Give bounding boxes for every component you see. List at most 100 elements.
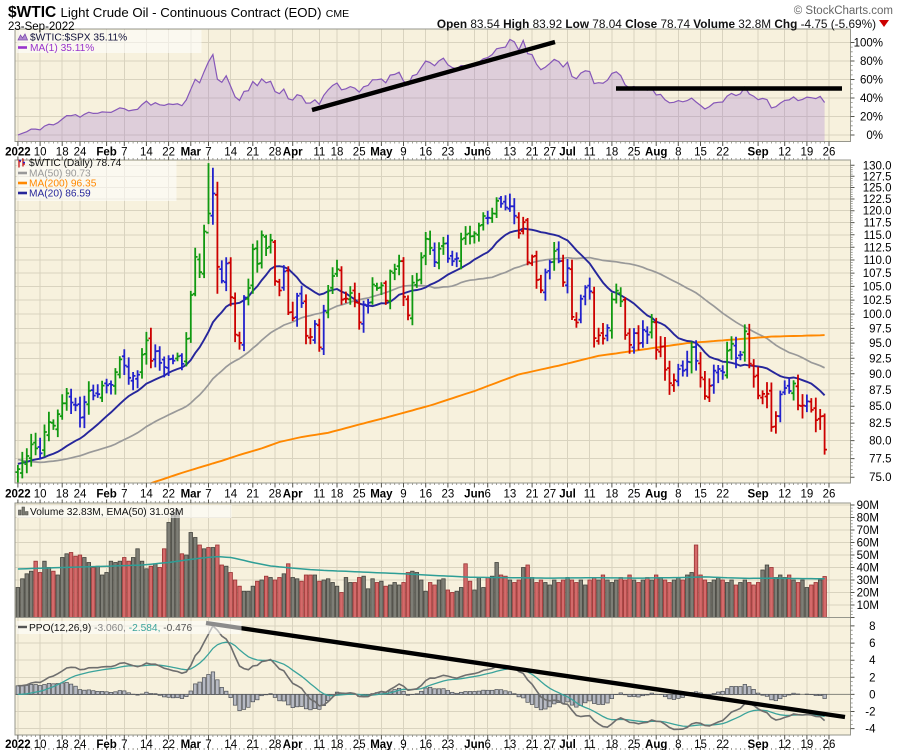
- svg-text:10: 10: [34, 489, 47, 501]
- svg-text:21: 21: [246, 147, 259, 159]
- svg-text:80M: 80M: [857, 513, 879, 525]
- svg-text:75.0: 75.0: [869, 472, 891, 484]
- svg-text:25: 25: [628, 489, 641, 501]
- svg-text:-4: -4: [865, 724, 876, 736]
- svg-text:102.5: 102.5: [863, 295, 892, 307]
- svg-text:115.0: 115.0: [864, 230, 892, 242]
- svg-text:20M: 20M: [857, 588, 879, 600]
- svg-text:7: 7: [121, 147, 127, 159]
- svg-text:77.5: 77.5: [869, 454, 891, 466]
- svg-text:May: May: [370, 739, 393, 750]
- svg-text:110.0: 110.0: [864, 255, 892, 267]
- svg-text:8: 8: [675, 147, 681, 159]
- svg-text:7: 7: [205, 739, 211, 750]
- svg-text:11: 11: [313, 489, 325, 501]
- svg-text:2022: 2022: [5, 147, 31, 159]
- svg-text:117.5: 117.5: [864, 218, 892, 230]
- svg-text:0: 0: [869, 689, 875, 701]
- svg-text:MA(20) 86.59: MA(20) 86.59: [29, 189, 91, 200]
- svg-text:14: 14: [140, 489, 153, 501]
- svg-text:107.5: 107.5: [863, 268, 892, 280]
- svg-text:24: 24: [74, 739, 87, 750]
- svg-text:25: 25: [353, 739, 366, 750]
- svg-text:© StockCharts.com: © StockCharts.com: [794, 5, 893, 17]
- svg-text:Feb: Feb: [96, 739, 116, 750]
- svg-text:14: 14: [140, 147, 153, 159]
- svg-text:60M: 60M: [857, 538, 879, 550]
- svg-text:MA(1) 35.11%: MA(1) 35.11%: [30, 43, 94, 54]
- svg-text:Feb: Feb: [96, 489, 116, 501]
- svg-text:97.5: 97.5: [869, 323, 891, 335]
- svg-text:11: 11: [584, 147, 596, 159]
- svg-text:MA(200) 96.35: MA(200) 96.35: [29, 179, 97, 190]
- svg-text:85.0: 85.0: [869, 401, 891, 413]
- svg-text:16: 16: [419, 489, 432, 501]
- svg-text:25: 25: [353, 147, 366, 159]
- svg-text:21: 21: [246, 739, 259, 750]
- svg-text:80.0: 80.0: [869, 436, 891, 448]
- svg-text:22: 22: [162, 147, 175, 159]
- svg-text:105.0: 105.0: [863, 281, 892, 293]
- svg-text:12: 12: [778, 739, 791, 750]
- svg-text:22: 22: [716, 489, 729, 501]
- svg-text:4: 4: [869, 655, 876, 667]
- svg-text:18: 18: [331, 147, 344, 159]
- svg-text:Open 83.54 High 83.92 Low 78.0: Open 83.54 High 83.92 Low 78.04 Close 78…: [437, 17, 876, 31]
- svg-text:2022: 2022: [5, 489, 31, 501]
- svg-text:27: 27: [543, 147, 556, 159]
- svg-text:2022: 2022: [5, 739, 31, 750]
- svg-text:7: 7: [205, 147, 211, 159]
- svg-text:11: 11: [584, 739, 596, 750]
- svg-text:13: 13: [504, 739, 517, 750]
- svg-text:90M: 90M: [857, 500, 879, 512]
- svg-text:100%: 100%: [854, 38, 883, 50]
- svg-text:19: 19: [801, 739, 814, 750]
- svg-text:14: 14: [224, 489, 237, 501]
- svg-text:0%: 0%: [866, 130, 883, 142]
- svg-text:9: 9: [400, 489, 406, 501]
- svg-text:$WTIC Light Crude Oil - Contin: $WTIC Light Crude Oil - Continuous Contr…: [8, 4, 349, 21]
- svg-text:Apr: Apr: [283, 489, 303, 501]
- svg-text:112.5: 112.5: [864, 242, 892, 254]
- svg-text:26: 26: [823, 147, 836, 159]
- svg-text:May: May: [370, 489, 393, 501]
- svg-text:7: 7: [121, 489, 127, 501]
- svg-text:18: 18: [606, 489, 619, 501]
- svg-text:Mar: Mar: [181, 147, 202, 159]
- svg-text:Jun: Jun: [464, 147, 484, 159]
- svg-text:127.5: 127.5: [863, 171, 892, 183]
- svg-text:28: 28: [269, 739, 282, 750]
- svg-text:23: 23: [442, 739, 455, 750]
- svg-text:11: 11: [313, 147, 325, 159]
- svg-text:14: 14: [140, 739, 153, 750]
- svg-text:70M: 70M: [857, 525, 879, 537]
- svg-text:21: 21: [526, 147, 539, 159]
- svg-text:14: 14: [224, 147, 237, 159]
- svg-text:Jul: Jul: [559, 489, 576, 501]
- svg-text:23: 23: [442, 489, 455, 501]
- svg-text:8: 8: [675, 489, 681, 501]
- svg-text:8: 8: [675, 739, 681, 750]
- svg-text:Feb: Feb: [96, 147, 116, 159]
- svg-text:MA(50) 90.73: MA(50) 90.73: [29, 169, 91, 180]
- svg-text:11: 11: [313, 739, 325, 750]
- svg-text:6: 6: [484, 489, 490, 501]
- svg-text:13: 13: [504, 489, 517, 501]
- svg-text:120.0: 120.0: [863, 206, 892, 218]
- svg-text:18: 18: [606, 147, 619, 159]
- svg-text:Mar: Mar: [181, 489, 202, 501]
- svg-text:18: 18: [606, 739, 619, 750]
- svg-text:-2: -2: [865, 707, 875, 719]
- svg-text:18: 18: [331, 739, 344, 750]
- svg-text:9: 9: [400, 739, 406, 750]
- svg-text:82.5: 82.5: [869, 418, 891, 430]
- svg-text:100.0: 100.0: [863, 309, 892, 321]
- svg-text:30M: 30M: [857, 575, 879, 587]
- svg-text:10M: 10M: [857, 600, 879, 612]
- svg-text:15: 15: [694, 147, 707, 159]
- svg-text:19: 19: [801, 147, 814, 159]
- svg-text:9: 9: [400, 147, 406, 159]
- svg-text:24: 24: [74, 147, 87, 159]
- svg-text:18: 18: [331, 489, 344, 501]
- svg-text:28: 28: [269, 147, 282, 159]
